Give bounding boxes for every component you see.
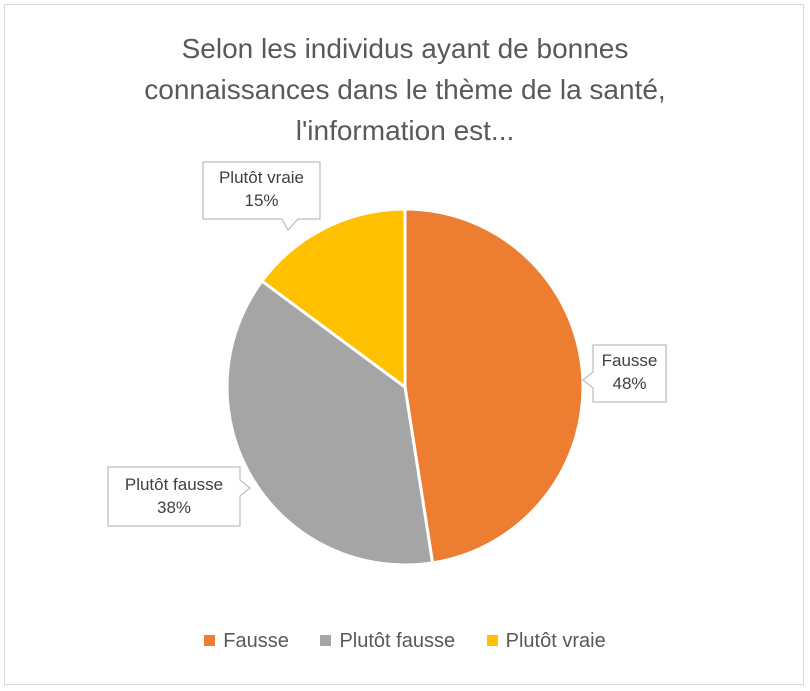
data-label-plutot-vraie-name: Plutôt vraie [219,168,304,187]
legend: Fausse Plutôt fausse Plutôt vraie [0,630,810,653]
chart-title-line-1: Selon les individus ayant de bonnes [181,33,629,64]
chart-title-line-3: l'information est... [295,115,515,146]
chart-title: Selon les individus ayant de bonnes conn… [0,28,810,151]
pie-slice-plutot-vraie [260,207,407,389]
data-label-plutot-vraie-value: 15% [244,191,278,210]
data-label-plutot-fausse-name: Plutôt fausse [125,475,223,494]
data-label-plutot-fausse-value: 38% [157,498,191,517]
data-label-fausse: Fausse 48% [581,344,667,403]
data-label-plutot-vraie: Plutôt vraie 15% [202,161,321,232]
pie-slice-fausse [403,207,585,565]
chart-title-line-2: connaissances dans le thème de la santé, [144,74,666,105]
legend-item-plutot-fausse: Plutôt fausse [320,630,455,653]
legend-label-plutot-vraie: Plutôt vraie [505,630,606,652]
legend-swatch-fausse [204,635,216,646]
data-label-plutot-fausse: Plutôt fausse 38% [107,466,252,527]
legend-label-fausse: Fausse [223,630,289,652]
pie-slices [225,207,585,567]
legend-swatch-plutot-vraie [486,635,498,646]
data-label-fausse-value: 48% [612,374,646,393]
data-label-fausse-name: Fausse [602,351,658,370]
legend-item-plutot-vraie: Plutôt vraie [486,630,606,653]
legend-label-plutot-fausse: Plutôt fausse [339,630,456,652]
legend-item-fausse: Fausse [204,630,289,653]
pie-slice-plutot-fausse [225,279,435,567]
legend-swatch-plutot-fausse [320,635,332,646]
